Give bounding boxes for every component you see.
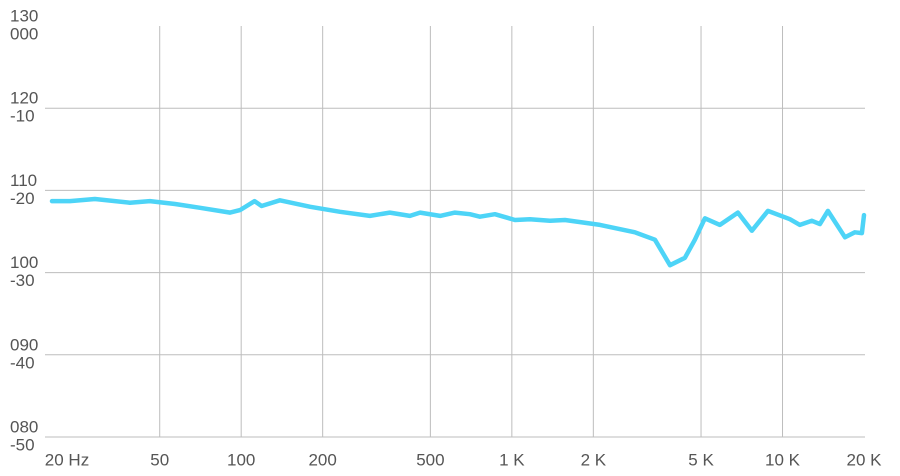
x-tick-label: 1 K xyxy=(499,450,525,469)
y2-tick-label: 000 xyxy=(10,24,38,43)
y-tick-label: 120 xyxy=(10,89,38,108)
x-tick-label: 200 xyxy=(308,450,336,469)
y2-tick-label: -20 xyxy=(10,189,35,208)
x-tick-label: 5 K xyxy=(688,450,714,469)
x-tick-label: 20 Hz xyxy=(45,450,89,469)
y-tick-label: 110 xyxy=(10,171,37,190)
y-tick-label: 090 xyxy=(10,335,38,354)
y2-tick-label: -40 xyxy=(10,353,35,372)
x-tick-label: 100 xyxy=(227,450,255,469)
y-tick-label: 080 xyxy=(10,417,38,436)
y-tick-label: 100 xyxy=(10,253,38,272)
x-tick-label: 50 xyxy=(150,450,169,469)
x-tick-label: 500 xyxy=(416,450,444,469)
x-tick-label: 20 K xyxy=(847,450,883,469)
y2-tick-label: -50 xyxy=(10,435,35,454)
x-tick-label: 2 K xyxy=(581,450,607,469)
y-tick-label: 130 xyxy=(10,6,38,25)
x-tick-label: 10 K xyxy=(765,450,801,469)
response-curve xyxy=(49,196,867,268)
y2-tick-label: -10 xyxy=(10,107,35,126)
y2-tick-label: -30 xyxy=(10,271,35,290)
